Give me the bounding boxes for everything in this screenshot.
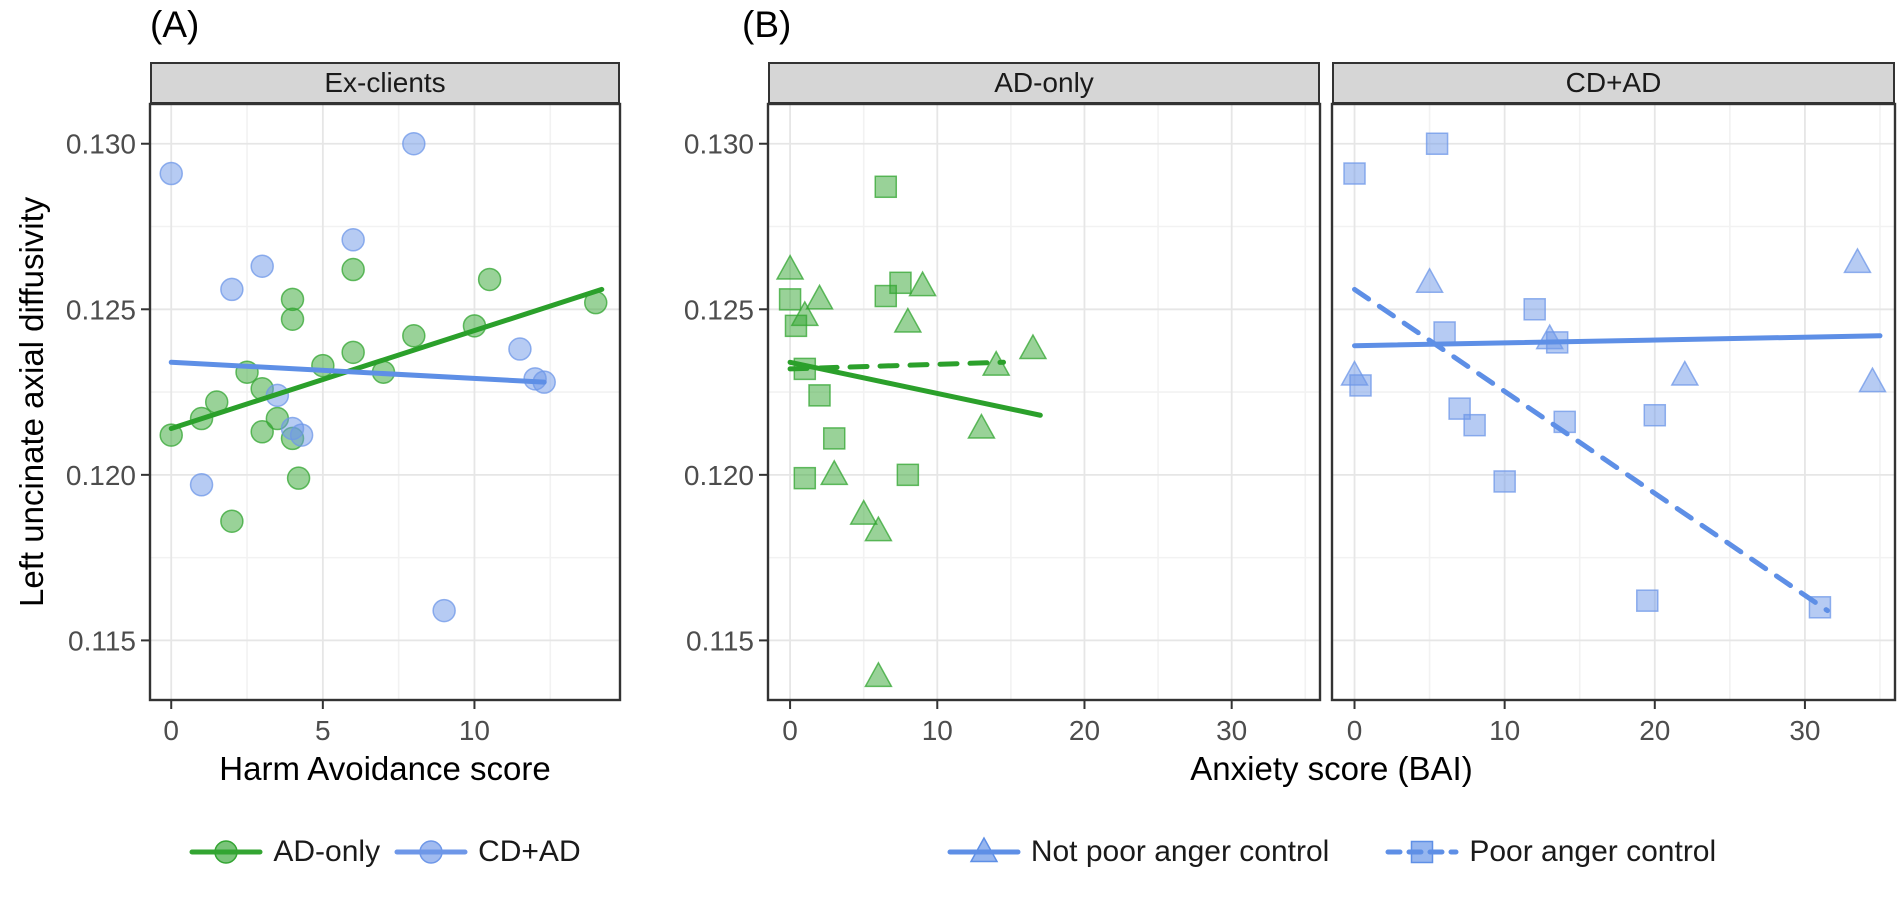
y-tick-label: 0.125 bbox=[684, 294, 754, 325]
data-point-square bbox=[1637, 590, 1658, 611]
x-tick-label: 10 bbox=[459, 715, 490, 746]
x-axis-title-harm-avoidance: Harm Avoidance score bbox=[150, 750, 620, 792]
legend-key-triangle-icon bbox=[947, 830, 1021, 874]
data-point-square bbox=[785, 315, 806, 336]
data-point-circle bbox=[221, 278, 243, 300]
y-tick-label: 0.115 bbox=[68, 625, 136, 656]
data-point-square bbox=[875, 176, 896, 197]
data-point-square bbox=[1350, 375, 1371, 396]
data-point-square bbox=[1644, 405, 1665, 426]
panel-ad-only: 0 10 20 30 0.115 0.120 0.125 0.130 bbox=[684, 104, 1320, 746]
legend-item-not-poor-anger: Not poor anger control bbox=[947, 830, 1330, 874]
legend-item-poor-anger: Poor anger control bbox=[1385, 830, 1716, 874]
y-tick-label: 0.130 bbox=[684, 129, 754, 160]
panel-cd-ad: 0 10 20 30 bbox=[1332, 104, 1895, 746]
data-point-square bbox=[794, 468, 815, 489]
y-tick-label: 0.120 bbox=[684, 460, 754, 491]
data-point-circle bbox=[433, 600, 455, 622]
x-tick-label: 30 bbox=[1216, 715, 1247, 746]
data-point-circle bbox=[282, 288, 304, 310]
x-axis-title-anxiety: Anxiety score (BAI) bbox=[768, 750, 1895, 792]
x-tick-label: 10 bbox=[922, 715, 953, 746]
legend-key-glyph bbox=[189, 830, 263, 874]
panel-ex-clients: 0 5 10 0.115 0.120 0.125 0.130 bbox=[66, 104, 620, 746]
data-point-circle bbox=[509, 338, 531, 360]
x-tick-label: 30 bbox=[1789, 715, 1820, 746]
legend-label-not-poor-anger: Not poor anger control bbox=[1031, 835, 1330, 869]
legend-key-circle-blue-icon bbox=[394, 830, 468, 874]
legend-key-circle-green-icon bbox=[189, 830, 263, 874]
data-point-square bbox=[809, 385, 830, 406]
x-tick-label: 20 bbox=[1069, 715, 1100, 746]
data-point-circle bbox=[403, 325, 425, 347]
data-point-square bbox=[1344, 163, 1365, 184]
legend-item-ad-only: AD-only bbox=[189, 830, 380, 874]
x-tick-label: 10 bbox=[1489, 715, 1520, 746]
data-point-square bbox=[890, 272, 911, 293]
legend-key-glyph bbox=[394, 830, 468, 874]
data-point-circle bbox=[342, 229, 364, 251]
x-tick-label: 5 bbox=[315, 715, 331, 746]
legend-key-glyph bbox=[947, 830, 1021, 874]
data-point-square bbox=[1494, 471, 1515, 492]
data-point-circle bbox=[160, 163, 182, 185]
legend-label-cd-ad: CD+AD bbox=[478, 835, 581, 869]
data-point-circle bbox=[312, 355, 334, 377]
data-point-circle bbox=[291, 424, 313, 446]
data-point-circle bbox=[191, 474, 213, 496]
data-point-square bbox=[897, 464, 918, 485]
data-point-circle bbox=[288, 467, 310, 489]
y-tick-label: 0.120 bbox=[66, 460, 136, 491]
data-point-circle bbox=[215, 841, 237, 863]
data-point-square bbox=[824, 428, 845, 449]
data-point-square bbox=[780, 289, 801, 310]
y-tick-label: 0.130 bbox=[66, 129, 136, 160]
data-point-square bbox=[1412, 842, 1433, 863]
y-tick-label: 0.125 bbox=[66, 294, 136, 325]
data-point-square bbox=[1427, 133, 1448, 154]
data-point-circle bbox=[479, 268, 501, 290]
x-tick-label: 0 bbox=[1347, 715, 1363, 746]
data-point-square bbox=[1464, 415, 1485, 436]
legend-key-glyph bbox=[1385, 830, 1459, 874]
legend-diagnosis-group: AD-only CD+AD bbox=[150, 828, 620, 876]
legend-item-cd-ad: CD+AD bbox=[394, 830, 581, 874]
figure-uncinate-diffusivity: (A) (B) Ex-clients AD-only CD+AD Left un… bbox=[0, 0, 1900, 906]
data-point-circle bbox=[282, 308, 304, 330]
data-point-circle bbox=[342, 259, 364, 281]
data-point-square bbox=[1434, 322, 1455, 343]
x-tick-label: 20 bbox=[1639, 715, 1670, 746]
y-tick-label: 0.115 bbox=[686, 625, 754, 656]
legend-label-ad-only: AD-only bbox=[273, 835, 380, 869]
x-tick-label: 0 bbox=[163, 715, 179, 746]
legend-key-square-icon bbox=[1385, 830, 1459, 874]
data-point-circle bbox=[420, 841, 442, 863]
data-point-square bbox=[1524, 299, 1545, 320]
x-tick-label: 0 bbox=[782, 715, 798, 746]
panel-background bbox=[768, 104, 1320, 700]
data-point-circle bbox=[251, 255, 273, 277]
data-point-circle bbox=[403, 133, 425, 155]
data-point-circle bbox=[221, 510, 243, 532]
legend-label-poor-anger: Poor anger control bbox=[1469, 835, 1716, 869]
data-point-circle bbox=[342, 341, 364, 363]
legend-anger-control: Not poor anger control Poor anger contro… bbox=[768, 828, 1895, 876]
